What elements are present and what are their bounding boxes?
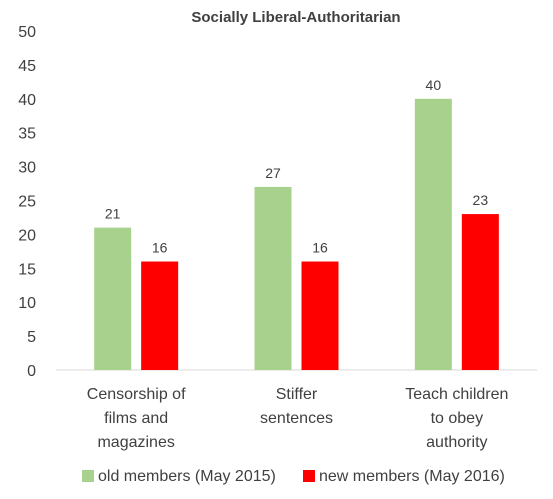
y-tick-label: 5 <box>27 329 36 346</box>
y-tick-label: 30 <box>18 160 36 177</box>
category-label: to obey <box>431 410 483 427</box>
category-label: Teach children <box>405 386 508 403</box>
y-tick-label: 35 <box>18 126 36 143</box>
bar <box>301 261 339 370</box>
category-label: sentences <box>260 410 333 427</box>
y-tick-label: 25 <box>18 194 36 211</box>
category-label: magazines <box>97 434 174 451</box>
category-label: films and <box>104 410 168 427</box>
legend-swatch <box>82 470 94 482</box>
legend-label: new members (May 2016) <box>319 468 505 485</box>
data-label: 16 <box>152 240 168 256</box>
category-label: Stiffer <box>276 386 318 403</box>
data-label: 40 <box>426 77 442 93</box>
data-label: 27 <box>265 165 281 181</box>
category-labels: Censorship of films and magazines Stiffer se… <box>87 386 509 451</box>
y-tick-label: 50 <box>18 24 36 41</box>
bar <box>94 227 132 370</box>
data-label: 23 <box>473 192 489 208</box>
data-label: 21 <box>105 206 121 222</box>
y-tick-label: 20 <box>18 227 36 244</box>
y-tick-label: 10 <box>18 295 36 312</box>
y-axis: 0 5 10 15 20 25 30 35 40 45 50 <box>18 24 36 380</box>
y-tick-label: 40 <box>18 92 36 109</box>
y-tick-label: 45 <box>18 58 36 75</box>
bar <box>254 186 292 370</box>
bar <box>141 261 179 370</box>
legend-label: old members (May 2015) <box>98 468 276 485</box>
legend-swatch <box>303 470 315 482</box>
bar <box>461 214 499 370</box>
bars-group: 21 16 27 16 40 23 <box>94 77 499 371</box>
data-label: 16 <box>312 240 328 256</box>
y-tick-label: 15 <box>18 261 36 278</box>
y-tick-label: 0 <box>27 363 36 380</box>
bar <box>414 98 452 371</box>
category-label: authority <box>426 434 487 451</box>
legend: old members (May 2015) new members (May 2… <box>82 468 505 485</box>
category-label: Censorship of <box>87 386 186 403</box>
chart-title: Socially Liberal-Authoritarian <box>191 9 400 26</box>
